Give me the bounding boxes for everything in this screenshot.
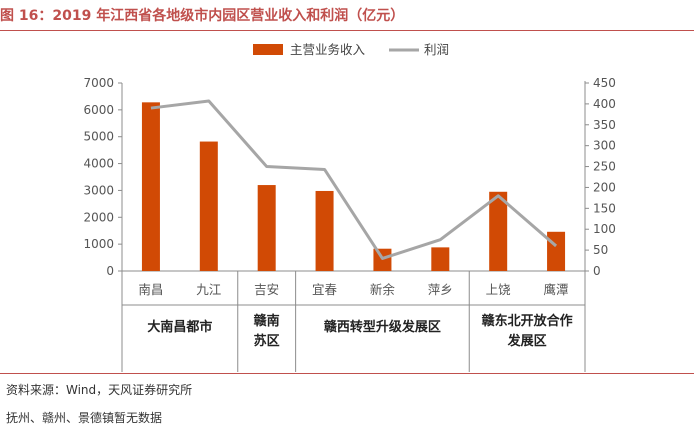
left-tick-label: 3000 bbox=[83, 183, 114, 197]
legend-label-profit: 利润 bbox=[424, 42, 449, 57]
x-tick-label: 宜春 bbox=[312, 282, 338, 297]
left-tick-label: 7000 bbox=[83, 76, 114, 90]
x-tick-label: 吉安 bbox=[254, 282, 279, 297]
right-tick-label: 50 bbox=[593, 243, 608, 257]
x-tick-label: 九江 bbox=[196, 282, 221, 297]
bar-九江 bbox=[199, 141, 218, 271]
left-tick-label: 5000 bbox=[83, 130, 114, 144]
bottom-rule bbox=[0, 373, 694, 374]
x-tick-label: 鹰潭 bbox=[544, 282, 569, 297]
left-tick-label: 0 bbox=[106, 264, 114, 278]
group-label: 苏区 bbox=[254, 333, 280, 349]
left-tick-label: 1000 bbox=[83, 237, 114, 251]
right-tick-label: 200 bbox=[593, 180, 616, 194]
left-tick-label: 4000 bbox=[83, 157, 114, 171]
title-bar: 图 16：2019 年江西省各地级市内园区营业收入和利润（亿元） bbox=[0, 0, 694, 31]
right-tick-label: 100 bbox=[593, 222, 616, 236]
combo-chart: 0 1000 2000 3000 4000 5000 6000 7000 0 50 100 150 20… bbox=[83, 42, 616, 372]
group-label: 赣东北开放合作 bbox=[482, 313, 573, 329]
bar-萍乡 bbox=[431, 247, 450, 271]
missing-data-note: 抚州、赣州、景德镇暂无数据 bbox=[6, 411, 163, 425]
group-label: 赣南 bbox=[254, 313, 280, 329]
right-tick-label: 0 bbox=[593, 264, 601, 278]
left-tick-label: 2000 bbox=[83, 210, 114, 224]
left-tick-label: 6000 bbox=[83, 103, 114, 117]
bar-鹰潭 bbox=[547, 231, 566, 271]
x-tick-label: 南昌 bbox=[138, 282, 163, 297]
right-tick-label: 400 bbox=[593, 97, 616, 111]
x-tick-label: 萍乡 bbox=[428, 282, 453, 297]
bar-宜春 bbox=[315, 190, 334, 271]
bar-上饶 bbox=[489, 191, 508, 271]
group-label: 赣西转型升级发展区 bbox=[324, 319, 441, 335]
right-tick-label: 150 bbox=[593, 201, 616, 215]
legend-swatch-revenue bbox=[253, 44, 283, 55]
x-tick-label: 新余 bbox=[370, 282, 396, 297]
profit-line bbox=[150, 99, 558, 260]
right-tick-label: 450 bbox=[593, 76, 616, 90]
right-tick-label: 300 bbox=[593, 139, 616, 153]
legend-label-revenue: 主营业务收入 bbox=[290, 42, 366, 57]
x-tick-label: 上饶 bbox=[486, 282, 512, 297]
figure-title: 图 16：2019 年江西省各地级市内园区营业收入和利润（亿元） bbox=[0, 8, 405, 24]
bar-南昌 bbox=[141, 102, 160, 271]
group-label: 大南昌都市 bbox=[147, 319, 212, 335]
group-label: 发展区 bbox=[507, 333, 547, 349]
bar-吉安 bbox=[257, 185, 276, 271]
right-tick-label: 250 bbox=[593, 160, 616, 174]
source-note: 资料来源：Wind，天风证券研究所 bbox=[6, 383, 193, 397]
right-tick-label: 350 bbox=[593, 118, 616, 132]
